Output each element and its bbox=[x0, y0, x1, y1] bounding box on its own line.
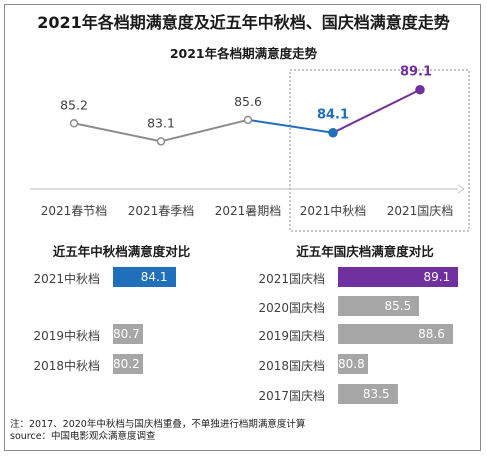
national-day-category-label: 2020国庆档 bbox=[258, 301, 325, 315]
data-label: 85.6 bbox=[234, 94, 262, 109]
mid-autumn-category-label: 2019中秋档 bbox=[33, 329, 100, 343]
mid-autumn-category-label: 2021中秋档 bbox=[33, 272, 100, 286]
x-axis-arrow bbox=[457, 184, 465, 194]
national-day-bar-value: 80.8 bbox=[338, 357, 365, 371]
national-day-chart-title: 近五年国庆档满意度对比 bbox=[296, 244, 434, 259]
national-day-bar-value: 85.5 bbox=[384, 299, 412, 313]
mid-autumn-bar-value: 80.2 bbox=[113, 357, 140, 371]
national-day-bar-value: 89.1 bbox=[423, 270, 451, 284]
footnote-source: source：中国电影观众满意度调查 bbox=[10, 431, 156, 442]
national-day-category-label: 2017国庆档 bbox=[258, 389, 325, 403]
mid-autumn-bar-value: 84.1 bbox=[140, 270, 168, 284]
line-segment bbox=[247, 118, 334, 134]
line-segment bbox=[160, 118, 249, 143]
highlight-box bbox=[289, 69, 470, 232]
x-tick-label: 2021中秋档 bbox=[300, 203, 367, 218]
national-day-bar: 88.6 bbox=[338, 324, 453, 344]
national-day-bar-value: 83.5 bbox=[362, 387, 390, 401]
line-chart-title: 2021年各档期满意度走势 bbox=[169, 46, 318, 61]
data-label: 84.1 bbox=[317, 108, 349, 123]
x-tick-label: 2021春节档 bbox=[41, 204, 108, 218]
x-tick-label: 2021暑期档 bbox=[215, 204, 282, 218]
national-day-bar: 85.5 bbox=[338, 296, 420, 316]
mid-autumn-bar: 80.2 bbox=[113, 354, 143, 374]
national-day-category-label: 2019国庆档 bbox=[258, 329, 325, 343]
x-tick-label: 2021国庆档 bbox=[387, 204, 454, 218]
mid-autumn-category-label: 2018中秋档 bbox=[33, 359, 100, 373]
data-label: 89.1 bbox=[400, 65, 432, 80]
national-day-category-label: 2018国庆档 bbox=[258, 359, 325, 373]
national-day-bar: 89.1 bbox=[338, 267, 459, 287]
data-label: 85.2 bbox=[60, 97, 88, 112]
data-point bbox=[156, 137, 166, 146]
mid-autumn-bar: 84.1 bbox=[113, 267, 176, 287]
national-day-bar-value: 88.6 bbox=[418, 327, 445, 341]
main-title: 2021年各档期满意度及近五年中秋档、国庆档满意度走势 bbox=[37, 13, 450, 32]
data-label: 83.1 bbox=[147, 115, 175, 130]
line-segment bbox=[73, 122, 162, 143]
data-point bbox=[328, 127, 338, 138]
mid-autumn-bar-value: 80.7 bbox=[113, 327, 140, 341]
data-point bbox=[415, 84, 425, 95]
footnote: 注：2017、2020年中秋档与国庆档重叠，不单独进行档期满意度计算 sourc… bbox=[10, 419, 305, 443]
line-segment bbox=[332, 88, 421, 134]
x-tick-label: 2021春季档 bbox=[128, 204, 195, 218]
national-day-bar: 83.5 bbox=[338, 384, 398, 404]
mid-autumn-chart-title: 近五年中秋档满意度对比 bbox=[52, 244, 191, 259]
national-day-bar: 80.8 bbox=[338, 354, 369, 374]
data-point bbox=[69, 119, 79, 128]
mid-autumn-bar: 80.7 bbox=[113, 324, 143, 344]
national-day-category-label: 2021国庆档 bbox=[258, 272, 325, 286]
data-point bbox=[243, 115, 253, 125]
figure-frame bbox=[4, 4, 481, 451]
line-chart: 85.2 2021春节档 83.1 2021春季档 85.6 2021暑期档 84.1 202… bbox=[30, 65, 470, 232]
footnote-note: 注：2017、2020年中秋档与国庆档重叠，不单独进行档期满意度计算 bbox=[10, 419, 306, 430]
